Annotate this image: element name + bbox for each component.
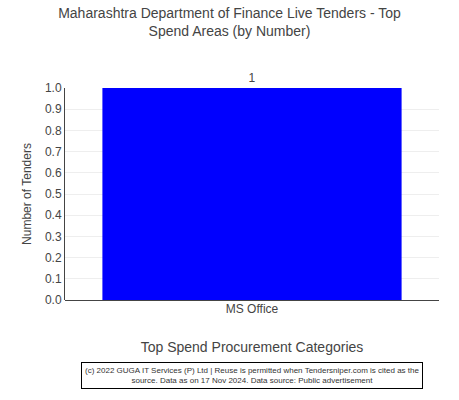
- svg-text:Number of Tenders: Number of Tenders: [20, 143, 34, 245]
- svg-text:1: 1: [249, 71, 256, 85]
- svg-text:0.6: 0.6: [45, 166, 62, 180]
- svg-text:0.4: 0.4: [45, 208, 62, 222]
- svg-text:0.8: 0.8: [45, 124, 62, 138]
- svg-text:MS Office: MS Office: [226, 302, 279, 316]
- svg-text:0.3: 0.3: [45, 230, 62, 244]
- svg-text:0.9: 0.9: [45, 102, 62, 116]
- svg-text:Top Spend Procurement Categori: Top Spend Procurement Categories: [141, 339, 364, 355]
- svg-text:0.5: 0.5: [45, 187, 62, 201]
- svg-text:0.0: 0.0: [45, 293, 62, 307]
- svg-text:1.0: 1.0: [45, 81, 62, 95]
- svg-text:0.7: 0.7: [45, 145, 62, 159]
- svg-text:Maharashtra Department of Fina: Maharashtra Department of Finance Live T…: [58, 5, 401, 39]
- svg-text:0.1: 0.1: [45, 272, 62, 286]
- svg-text:(c) 2022 GUGA IT Services (P): (c) 2022 GUGA IT Services (P) Ltd | Reus…: [85, 366, 419, 385]
- svg-text:0.2: 0.2: [45, 251, 62, 265]
